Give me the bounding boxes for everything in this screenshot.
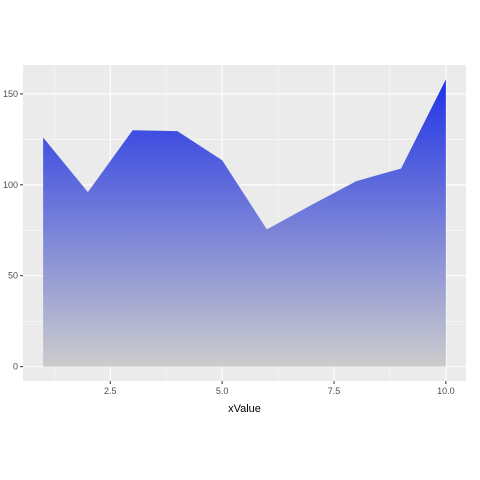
area-series <box>43 79 446 367</box>
y-tick-label: 100 <box>3 180 18 190</box>
x-axis-title: xValue <box>228 403 261 415</box>
x-tick-label: 7.5 <box>328 386 341 396</box>
x-tick-label: 2.5 <box>104 386 117 396</box>
y-tick-label: 150 <box>3 89 18 99</box>
x-axis-ticks: 2.5 5.0 7.5 10.0 <box>104 381 455 396</box>
x-tick-label: 10.0 <box>437 386 455 396</box>
y-tick-label: 0 <box>13 362 18 372</box>
y-tick-label: 50 <box>8 271 18 281</box>
x-tick-label: 5.0 <box>216 386 229 396</box>
y-axis-ticks: 0 50 100 150 <box>3 89 23 372</box>
